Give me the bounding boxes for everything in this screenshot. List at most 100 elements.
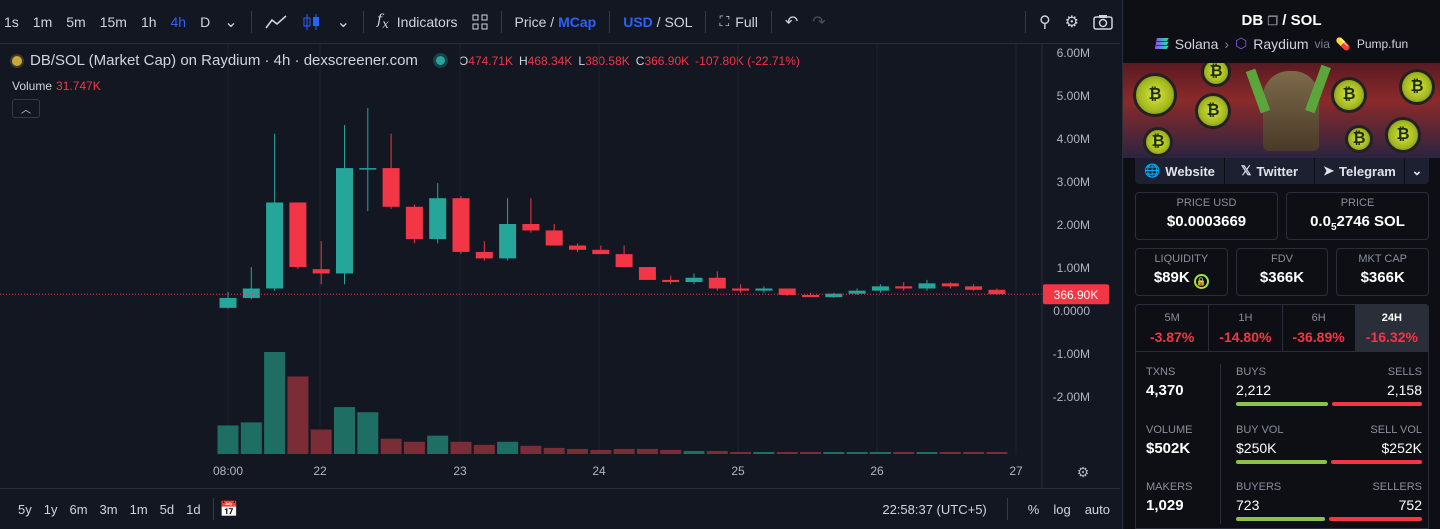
- volume-bar: [240, 422, 262, 454]
- range-1y[interactable]: 1y: [43, 501, 58, 517]
- volume-bar: [986, 451, 1008, 454]
- mcap-label: MCap: [558, 13, 597, 30]
- range-3m[interactable]: 3m: [99, 501, 118, 517]
- candle-body: [266, 202, 284, 289]
- fullscreen-button[interactable]: ⛶ Full: [712, 0, 764, 44]
- coin-icon: ₿: [1133, 73, 1177, 117]
- range-5y[interactable]: 5y: [18, 501, 32, 517]
- chevron-up-icon: ︿: [21, 105, 31, 116]
- volume-bar: [287, 376, 309, 454]
- range-5d[interactable]: 5d: [159, 501, 175, 517]
- twitter-link[interactable]: 𝕏 Twitter: [1225, 158, 1315, 184]
- chevron-down-icon[interactable]: ⌄: [224, 13, 238, 31]
- price-mcap-toggle[interactable]: Price / MCap: [514, 13, 597, 30]
- candle-body: [965, 286, 983, 290]
- volume-bar: [869, 451, 891, 454]
- range-6m[interactable]: 6m: [69, 501, 88, 517]
- range-1d[interactable]: 1d: [186, 501, 201, 517]
- ohlc-close: C366.90K: [635, 53, 690, 68]
- makers-stat: MAKERS 1,029: [1146, 481, 1193, 514]
- interval-1m[interactable]: 1m: [32, 13, 53, 30]
- collapse-legend-button[interactable]: ︿: [12, 99, 40, 118]
- liquidity-value: $89K 🔒: [1136, 269, 1227, 289]
- ohlc-high: H468.34K: [518, 53, 573, 68]
- x-tick-label: 08:00: [213, 464, 243, 478]
- volume-bar: [427, 435, 449, 454]
- camera-icon[interactable]: [1086, 0, 1120, 44]
- x-tick-label: 23: [453, 464, 467, 478]
- volume-bar: [939, 451, 961, 454]
- undo-icon[interactable]: ↶: [784, 13, 799, 31]
- clock-display[interactable]: 22:58:37 (UTC+5): [882, 501, 987, 517]
- transactions-box: TXNS 4,370 BUYS SELLS 2,212 2,158 VOLUME $50…: [1135, 352, 1429, 529]
- lock-icon[interactable]: 🔒: [1193, 274, 1209, 289]
- candle-body: [918, 283, 936, 289]
- telegram-icon: ➤: [1323, 163, 1335, 178]
- website-link[interactable]: 🌐 Website: [1135, 158, 1225, 184]
- market-row: LIQUIDITY $89K 🔒 FDV $366K MKT CAP $366K: [1135, 248, 1430, 296]
- coin-icon: ₿: [1143, 127, 1173, 157]
- candles-icon[interactable]: [294, 0, 330, 44]
- layout-grid-icon[interactable]: [465, 0, 495, 44]
- pair-route: Solana › ⬡ Raydium via 💊 Pump.fun: [1123, 35, 1440, 52]
- calendar-icon[interactable]: 📅: [219, 501, 239, 518]
- range-1m[interactable]: 1m: [129, 501, 148, 517]
- settings-gear-icon[interactable]: ⚙: [1064, 13, 1079, 31]
- quick-search-icon[interactable]: ⚲: [1038, 13, 1051, 31]
- copy-icon[interactable]: ❐: [1267, 14, 1279, 28]
- tab-6h[interactable]: 6H -36.89%: [1283, 305, 1356, 351]
- chevron-down-icon[interactable]: ⌄: [336, 13, 351, 31]
- auto-toggle[interactable]: auto: [1084, 501, 1110, 517]
- toolbar-divider: [1006, 498, 1008, 520]
- tab-1h[interactable]: 1H -14.80%: [1209, 305, 1283, 351]
- volume-bar: [846, 451, 868, 454]
- indicators-button[interactable]: fx Indicators: [370, 0, 464, 44]
- links-dropdown-button[interactable]: ⌄: [1405, 158, 1429, 184]
- dex-name[interactable]: Raydium: [1253, 35, 1309, 52]
- chain-name[interactable]: Solana: [1174, 35, 1219, 52]
- last-price-badge: [1043, 284, 1109, 305]
- interval-4h[interactable]: 4h: [170, 13, 187, 30]
- telegram-link[interactable]: ➤ Telegram: [1315, 158, 1405, 184]
- candle-body: [941, 283, 959, 287]
- line-chart-icon[interactable]: [258, 0, 294, 44]
- candle-body: [359, 168, 377, 170]
- y-tick-label: -2.00M: [1053, 390, 1090, 404]
- launchpad-name[interactable]: Pump.fun: [1356, 36, 1409, 51]
- y-tick-label: 0.0000: [1053, 304, 1090, 318]
- tab-5m[interactable]: 5M -3.87%: [1136, 305, 1210, 351]
- buyers-sellers-bar: [1236, 517, 1422, 521]
- candle-body: [615, 254, 633, 267]
- candlestick-chart[interactable]: 6.00M 5.00M 4.00M 3.00M 2.00M 1.00M 0.0000 -1.0…: [0, 44, 1120, 488]
- x-tick-label: 22: [313, 464, 327, 478]
- y-tick-label: 2.00M: [1057, 218, 1090, 232]
- function-icon: fx: [377, 12, 389, 31]
- interval-1h[interactable]: 1h: [140, 13, 157, 30]
- chart-title: DB/SOL (Market Cap) on Raydium · 4h · de…: [30, 52, 418, 69]
- candle-body: [429, 198, 447, 240]
- candle-body: [871, 286, 889, 291]
- interval-1s[interactable]: 1s: [4, 13, 19, 30]
- volume-value: 31.747K: [56, 79, 101, 93]
- toolbar-divider: [609, 10, 611, 33]
- interval-15m[interactable]: 15m: [99, 13, 127, 30]
- log-toggle[interactable]: log: [1053, 501, 1071, 517]
- redo-icon[interactable]: ↷: [812, 13, 826, 31]
- volume-bar: [590, 449, 612, 454]
- volume-bar: [683, 450, 705, 454]
- toolbar-divider: [705, 10, 707, 33]
- buy-sell-volume-stat: BUY VOL SELL VOL $250K $252K: [1236, 424, 1422, 464]
- tab-24h[interactable]: 24H -16.32%: [1355, 305, 1428, 351]
- volume-bar: [636, 448, 658, 454]
- interval-5m[interactable]: 5m: [66, 13, 86, 30]
- interval-d[interactable]: D: [200, 13, 211, 30]
- last-price-label: 366.90K: [1054, 288, 1099, 302]
- y-tick-label: 1.00M: [1057, 261, 1090, 275]
- volume-bar: [963, 451, 985, 454]
- percent-toggle[interactable]: %: [1027, 501, 1040, 517]
- ohlc-change: -107.80K (-22.71%): [695, 53, 800, 68]
- usd-sol-toggle[interactable]: USD / SOL: [623, 13, 693, 30]
- y-tick-label: 3.00M: [1057, 175, 1090, 189]
- y-tick-label: 4.00M: [1057, 132, 1090, 146]
- toolbar-divider: [212, 498, 214, 520]
